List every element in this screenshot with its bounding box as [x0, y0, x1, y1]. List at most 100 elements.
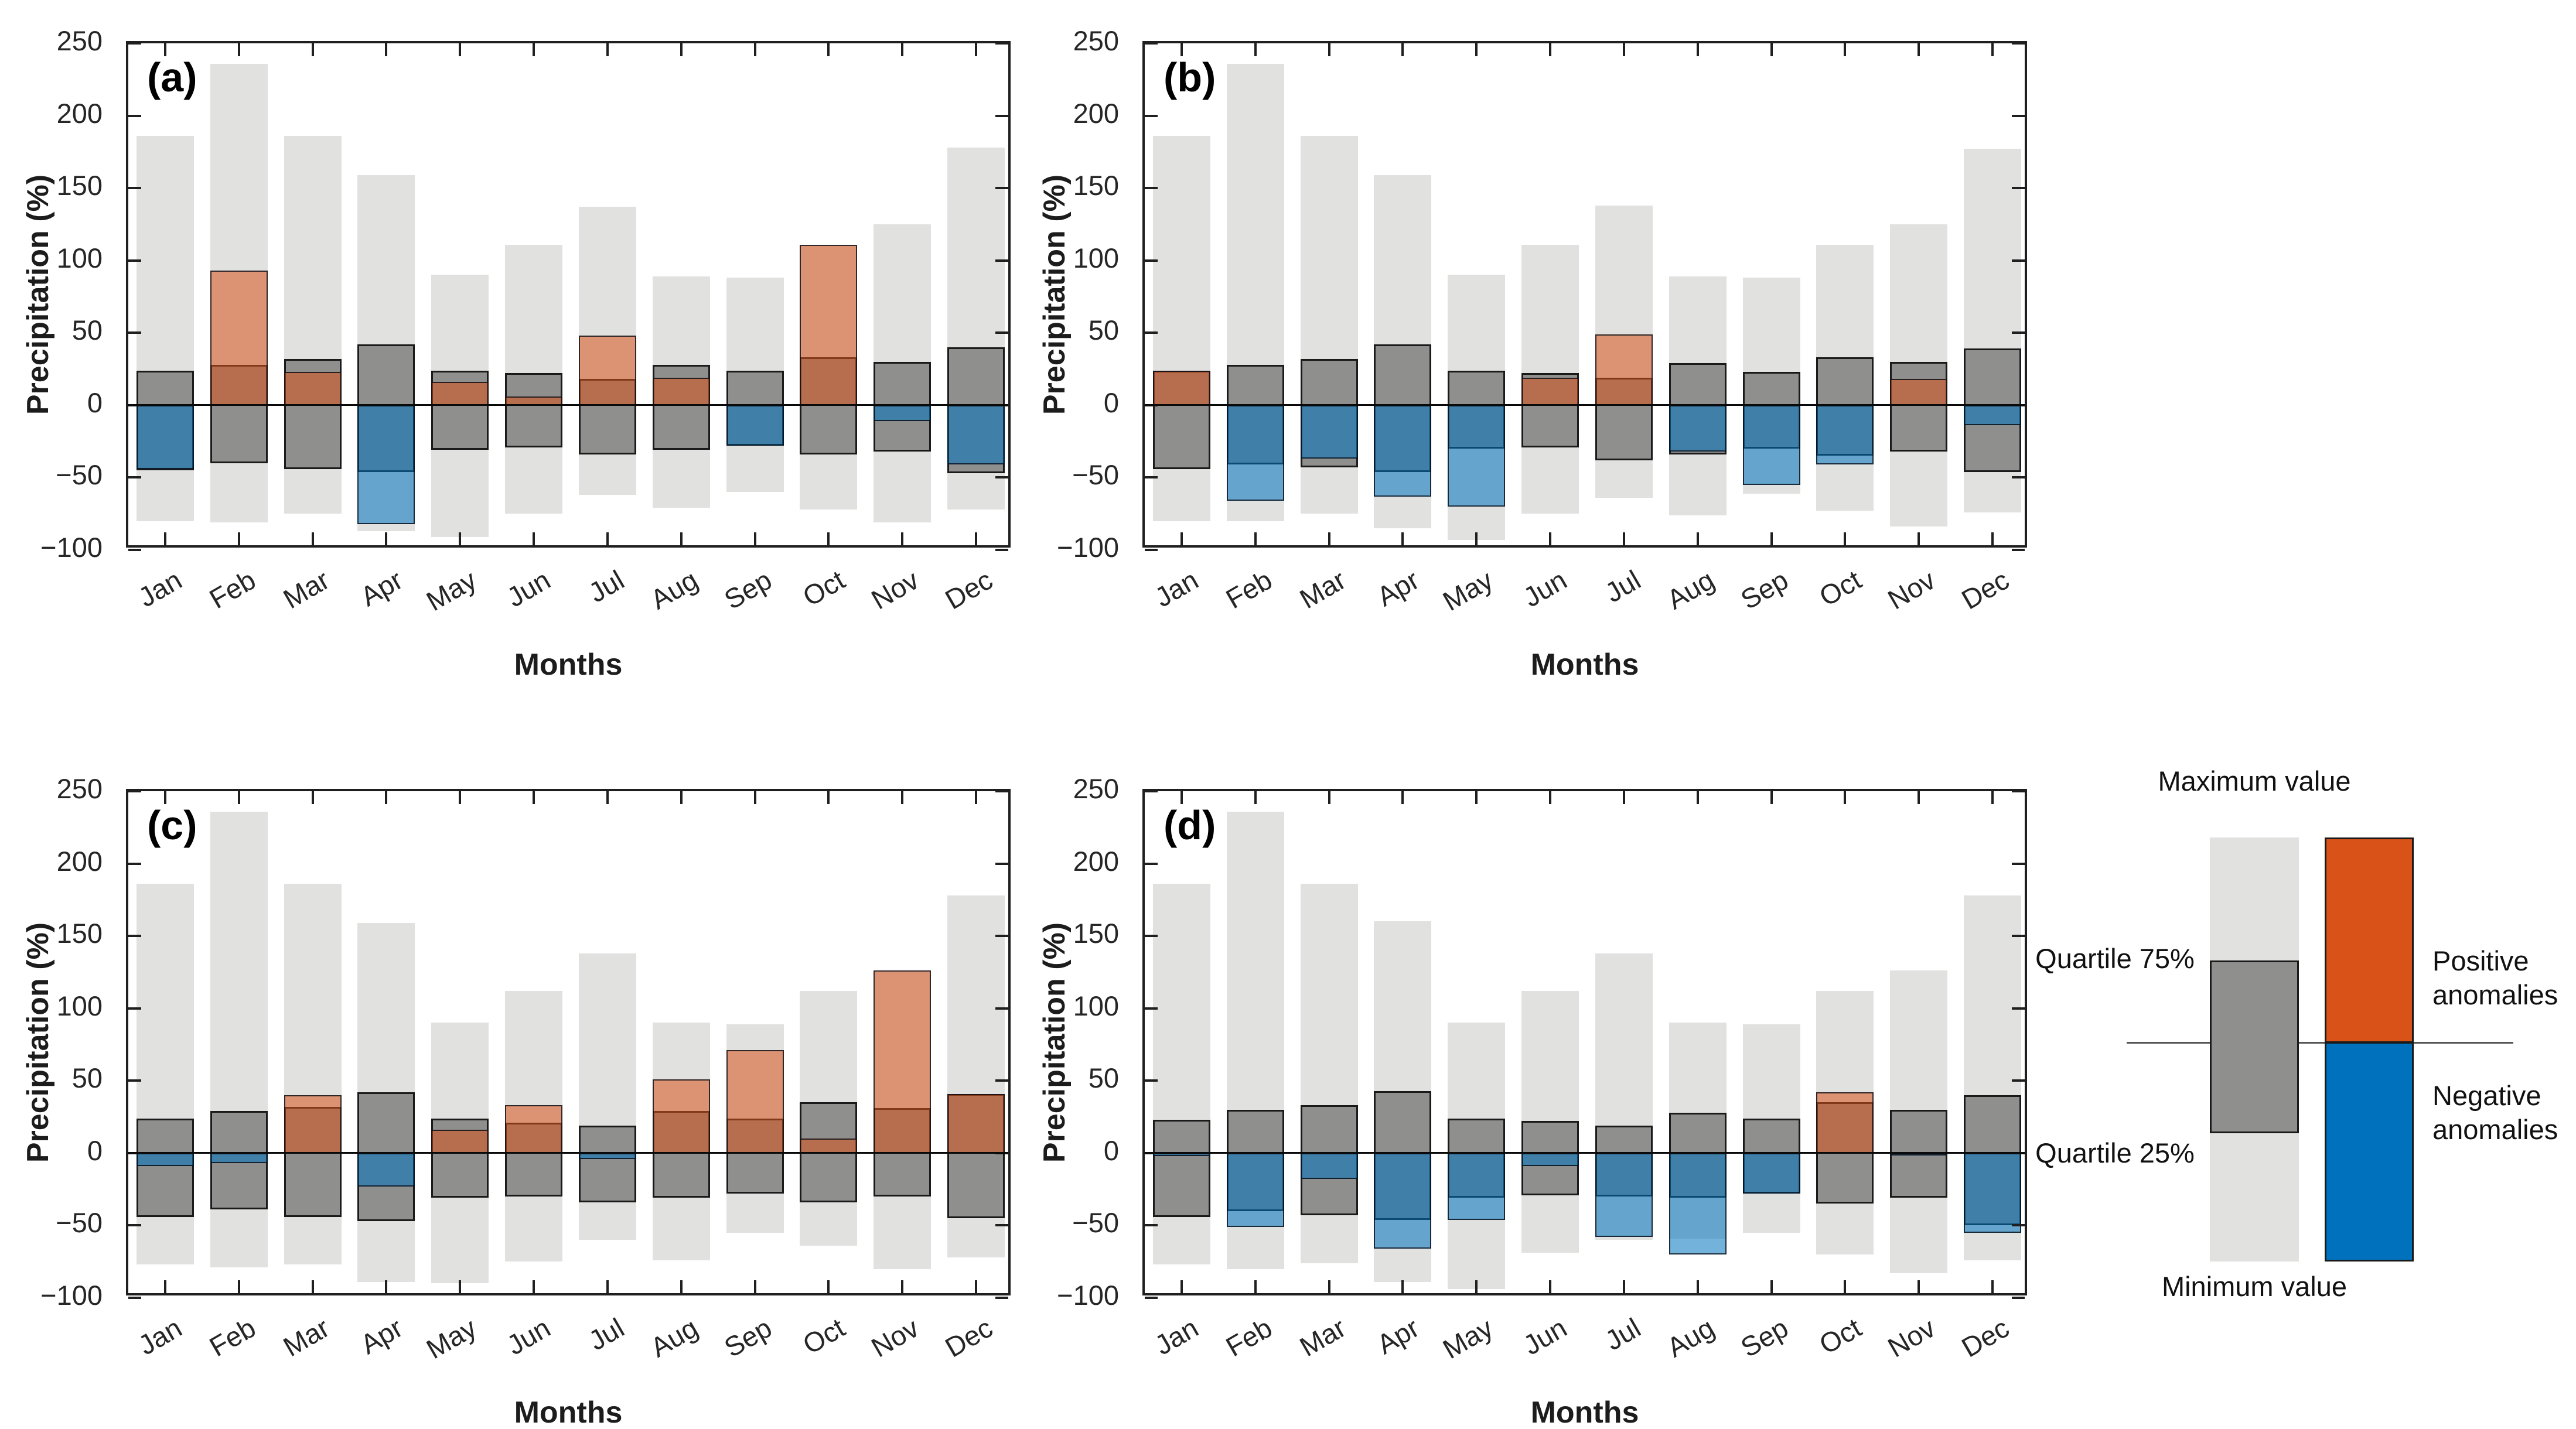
y-tick-label: 100: [1073, 242, 1119, 274]
y-tick: [995, 862, 1008, 865]
x-tick: [975, 791, 978, 804]
y-tick-label: −50: [1072, 459, 1119, 491]
y-tick: [995, 790, 1008, 792]
negative-anomaly-bar: [1226, 405, 1284, 501]
x-tick: [1401, 1280, 1404, 1293]
x-tick: [385, 532, 388, 545]
zero-line: [1145, 1152, 2025, 1154]
x-tick-label: Nov: [866, 563, 924, 616]
x-tick: [1918, 43, 1920, 56]
y-tick: [2012, 1297, 2025, 1299]
y-tick: [995, 935, 1008, 938]
x-tick: [1770, 532, 1773, 545]
quartile-box: [1890, 361, 1948, 452]
negative-anomaly-bar: [1300, 1153, 1358, 1180]
x-tick-label: Aug: [1661, 563, 1719, 616]
positive-anomaly-bar: [1595, 334, 1653, 405]
y-tick-label: −50: [56, 1207, 103, 1239]
legend-negative-swatch: [2325, 1042, 2414, 1262]
x-tick: [1622, 791, 1625, 804]
negative-anomaly-bar: [1300, 405, 1358, 459]
x-tick: [680, 791, 683, 804]
negative-anomaly-bar: [1964, 1153, 2022, 1233]
x-tick: [459, 532, 462, 545]
y-tick: [995, 476, 1008, 479]
y-tick-label: 150: [1073, 918, 1119, 949]
y-tick: [2012, 549, 2025, 551]
x-tick: [311, 43, 314, 56]
x-tick: [1328, 43, 1330, 56]
x-tick: [1918, 791, 1920, 804]
x-tick-label: Sep: [1735, 1311, 1793, 1363]
x-tick-label: Jan: [1149, 563, 1203, 613]
y-tick: [1145, 259, 1158, 262]
x-tick-label: Jul: [583, 1311, 629, 1356]
x-tick: [533, 1280, 535, 1293]
x-tick: [680, 43, 683, 56]
y-tick-label: 0: [1103, 387, 1119, 418]
y-tick: [2012, 1079, 2025, 1082]
negative-anomaly-bar: [1521, 1153, 1579, 1167]
negative-anomaly-bar: [210, 1153, 268, 1164]
y-tick: [128, 862, 141, 865]
x-tick: [975, 43, 978, 56]
y-tick: [1145, 1007, 1158, 1010]
x-tick: [606, 1280, 609, 1293]
y-tick: [2012, 259, 2025, 262]
positive-anomaly-bar: [1152, 370, 1210, 405]
negative-anomaly-bar: [874, 405, 932, 422]
x-tick: [1770, 43, 1773, 56]
x-tick: [1696, 791, 1699, 804]
negative-anomaly-bar: [947, 405, 1005, 465]
negative-anomaly-bar: [1669, 405, 1727, 452]
legend-quartile75-label: Quartile 75%: [2035, 943, 2195, 974]
x-tick: [606, 532, 609, 545]
x-tick: [1622, 43, 1625, 56]
y-tick: [1145, 1224, 1158, 1227]
x-tick-label: Aug: [644, 563, 703, 616]
panel-b: Precipitation (%) (b) Months 250 200 150 10…: [1038, 25, 2027, 682]
x-tick: [1844, 791, 1847, 804]
y-tick: [995, 42, 1008, 45]
negative-anomaly-bar: [1669, 1153, 1727, 1254]
panel-letter-c: (c): [147, 802, 197, 848]
zero-line: [128, 1152, 1008, 1154]
x-tick: [237, 43, 240, 56]
y-tick-label: 50: [71, 1062, 103, 1094]
x-tick: [163, 791, 166, 804]
negative-anomaly-bar: [1226, 1153, 1284, 1227]
quartile-box: [1152, 1120, 1210, 1217]
y-tick-label: 0: [87, 1134, 103, 1166]
y-tick: [2012, 476, 2025, 479]
legend-minimum-label: Minimum value: [2161, 1271, 2348, 1302]
y-tick: [128, 1224, 141, 1227]
x-tick: [827, 43, 830, 56]
y-tick: [995, 1007, 1008, 1010]
x-tick-label: Dec: [1956, 1311, 2015, 1363]
x-tick-label: Nov: [1882, 563, 1941, 616]
x-tick-label: Oct: [797, 563, 851, 613]
x-tick: [1770, 791, 1773, 804]
x-axis-title: Months: [514, 1396, 623, 1429]
x-tick: [1549, 791, 1552, 804]
y-tick-label: 0: [1103, 1134, 1119, 1166]
quartile-box: [505, 373, 563, 447]
x-tick: [1254, 43, 1257, 56]
y-tick-label: −100: [40, 1280, 103, 1311]
y-tick: [2012, 1224, 2025, 1227]
y-tick: [995, 187, 1008, 190]
x-tick: [1180, 791, 1183, 804]
x-tick-label: Feb: [1220, 563, 1277, 615]
positive-anomaly-bar: [1816, 1092, 1874, 1153]
x-tick: [1254, 532, 1257, 545]
x-tick: [459, 43, 462, 56]
x-tick: [385, 43, 388, 56]
x-tick: [163, 532, 166, 545]
x-tick-label: Mar: [277, 1311, 335, 1363]
positive-anomaly-bar: [1890, 379, 1948, 405]
negative-anomaly-bar: [1595, 1153, 1653, 1237]
y-tick: [2012, 114, 2025, 117]
x-tick-label: Mar: [277, 563, 335, 615]
y-tick: [995, 1224, 1008, 1227]
